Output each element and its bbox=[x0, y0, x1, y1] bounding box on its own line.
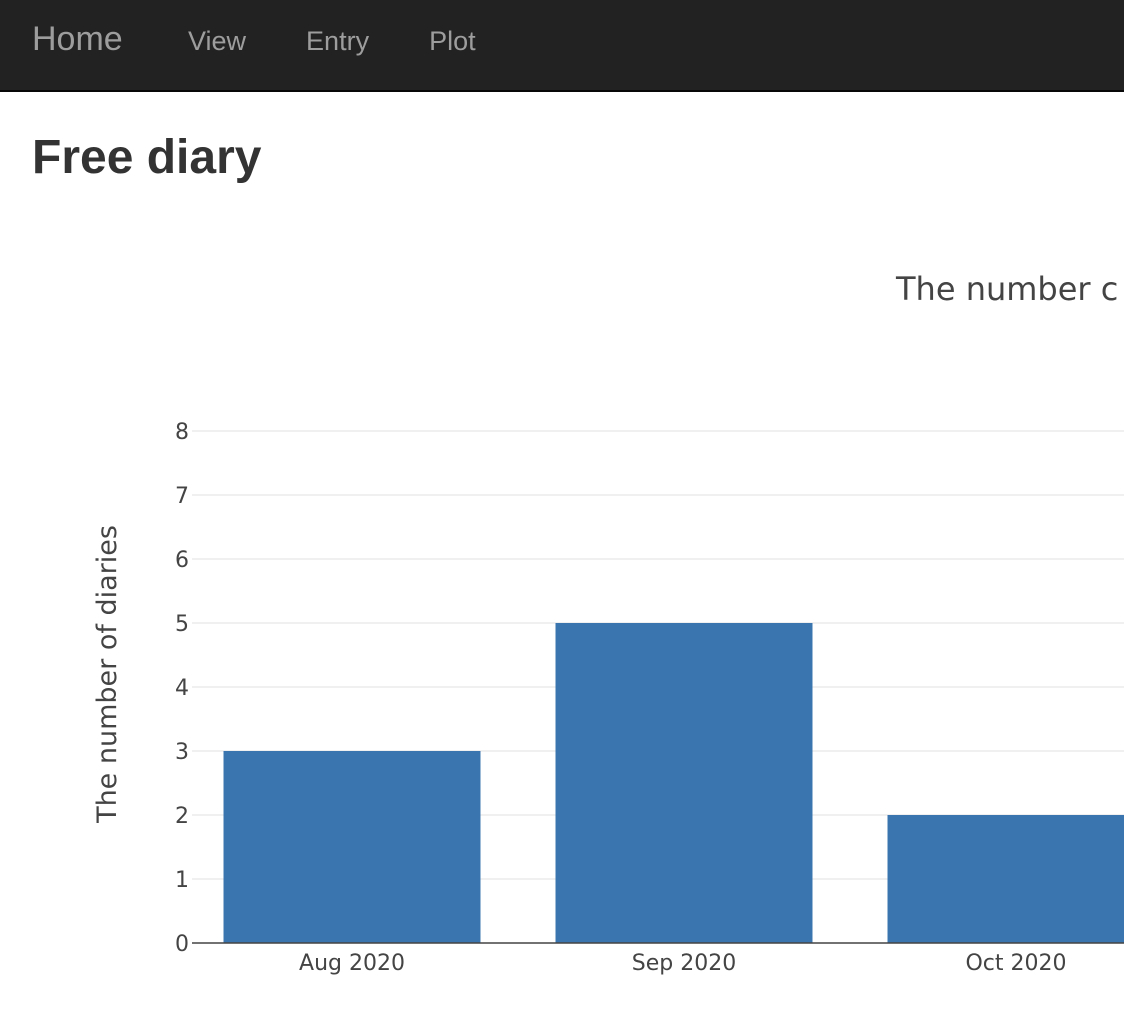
bar[interactable] bbox=[555, 623, 813, 943]
nav-link-plot[interactable]: Plot bbox=[429, 26, 476, 56]
y-tick-label: 5 bbox=[175, 612, 189, 637]
bars bbox=[223, 623, 1124, 943]
nav-links: View Entry Plot bbox=[188, 26, 536, 57]
home-link[interactable]: Home bbox=[32, 20, 123, 58]
page-title: Free diary bbox=[32, 131, 262, 184]
y-tick-label: 6 bbox=[175, 548, 189, 573]
y-tick-label: 7 bbox=[175, 484, 189, 509]
y-axis-title: The number of diaries bbox=[92, 525, 123, 824]
bar[interactable] bbox=[887, 815, 1124, 943]
y-tick-label: 0 bbox=[175, 932, 189, 957]
y-tick-label: 4 bbox=[175, 676, 189, 701]
bar[interactable] bbox=[223, 751, 481, 943]
y-tick-label: 2 bbox=[175, 804, 189, 829]
y-tick-label: 3 bbox=[175, 740, 189, 765]
x-tick-label: Oct 2020 bbox=[965, 951, 1066, 976]
navbar: Home View Entry Plot bbox=[0, 0, 1124, 92]
nav-link-entry[interactable]: Entry bbox=[306, 26, 370, 56]
y-tick-label: 8 bbox=[175, 420, 189, 445]
axes: 0 1 2 3 4 5 6 7 8 Aug 2020 Sep 2020 Oct 2020 bbox=[175, 420, 1124, 976]
nav-link-view[interactable]: View bbox=[188, 26, 247, 56]
x-tick-label: Sep 2020 bbox=[632, 951, 736, 976]
x-tick-label: Aug 2020 bbox=[299, 951, 405, 976]
chart-title: The number c bbox=[896, 270, 1119, 308]
y-tick-label: 1 bbox=[175, 868, 189, 893]
